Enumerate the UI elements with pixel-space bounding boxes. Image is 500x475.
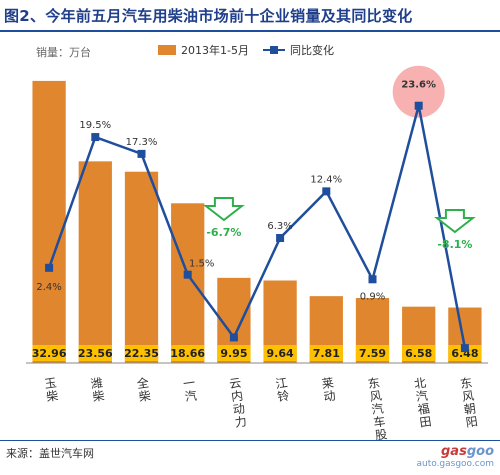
change-point-2: [137, 149, 146, 158]
change-label-7: 0.9%: [360, 291, 385, 302]
category-label-6: 莱动: [319, 376, 337, 404]
change-label-0: 2.4%: [36, 282, 61, 293]
bar-value-box-3: [171, 345, 205, 361]
change-point-0: [45, 263, 54, 272]
bar-value-label-1: 23.56: [78, 347, 113, 360]
change-point-8: [414, 101, 423, 110]
category-label-3: 一汽: [181, 376, 198, 404]
legend-item-bar: 2013年1-5月: [158, 42, 249, 58]
bar-value-label-8: 6.58: [405, 347, 432, 360]
source-note: 来源：盖世汽车网: [6, 447, 94, 460]
max-change-highlight: [392, 65, 445, 118]
bar-value-box-9: [448, 345, 482, 361]
bar-0: [32, 80, 66, 363]
change-label-6: 12.4%: [310, 174, 342, 185]
bar-value-label-5: 9.64: [267, 347, 294, 360]
change-label-3: 1.5%: [189, 259, 214, 270]
change-point-3: [183, 270, 192, 279]
change-label-8: 23.6%: [401, 80, 436, 91]
change-point-1: [91, 133, 100, 142]
change-point-4: [229, 333, 238, 342]
bar-value-label-7: 7.59: [359, 347, 386, 360]
category-label-1: 潍柴: [88, 376, 106, 404]
bar-1: [78, 161, 112, 363]
bar-value-label-2: 22.35: [124, 347, 159, 360]
title-bar: 图2、今年前五月汽车用柴油市场前十企业销量及其同比变化: [0, 0, 500, 32]
category-label-8: 北汽福田: [412, 376, 433, 430]
category-label-2: 全柴: [134, 375, 152, 404]
bar-value-box-1: [78, 345, 112, 361]
gasgoo-logo: gasgoo auto.gasgoo.com: [416, 444, 494, 469]
category-label-4: 云内动力: [227, 376, 248, 429]
down-arrow-icon-9: [433, 209, 476, 234]
bar-3: [171, 203, 205, 363]
category-label-7: 东风汽车股份: [366, 376, 391, 440]
change-label-1: 19.5%: [79, 120, 111, 131]
bar-value-box-8: [402, 345, 436, 361]
bar-value-label-9: 6.48: [451, 347, 478, 360]
change-label-9: -8.1%: [437, 238, 472, 251]
bar-value-box-6: [309, 345, 343, 361]
logo-url: auto.gasgoo.com: [416, 459, 494, 469]
category-label-0: 玉柴: [42, 376, 59, 404]
legend-line-label: 同比变化: [289, 44, 334, 57]
bar-value-label-3: 18.66: [170, 347, 205, 360]
legend-line-swatch: [262, 45, 285, 55]
change-label-2: 17.3%: [126, 137, 158, 148]
change-line: [47, 105, 467, 349]
bar-2: [124, 171, 159, 363]
change-label-5: 6.3%: [267, 221, 292, 232]
change-point-7: [368, 275, 377, 284]
bar-value-box-5: [263, 345, 297, 361]
chart-svg: 32.96 23.56 22.35 18.66 9.95 9.64 7.81 7.59 6.58…: [26, 65, 488, 440]
bar-value-box-2: [124, 345, 159, 361]
logo-brand-suffix: goo: [466, 444, 494, 459]
unit-label: 销量：万台: [36, 46, 91, 59]
chart-title: 图2、今年前五月汽车用柴油市场前十企业销量及其同比变化: [4, 7, 413, 25]
logo-brand: gasgoo: [416, 444, 494, 459]
change-point-6: [322, 187, 331, 196]
bar-value-box-7: [355, 345, 390, 361]
bar-value-label-0: 32.96: [32, 347, 67, 360]
footer-divider: [0, 440, 500, 441]
logo-brand-prefix: gas: [441, 444, 467, 459]
down-arrow-icon-4: [202, 197, 245, 222]
change-label-4: -6.7%: [206, 226, 241, 239]
bar-value-box-0: [32, 345, 66, 361]
change-point-9: [460, 344, 469, 353]
legend: 2013年1-5月 同比变化: [158, 42, 348, 58]
bar-value-box-4: [217, 345, 251, 361]
legend-bar-label: 2013年1-5月: [181, 44, 249, 57]
category-label-9: 东风朝阳: [458, 376, 479, 430]
bar-value-label-4: 9.95: [220, 347, 247, 360]
category-label-5: 江铃: [273, 376, 291, 404]
legend-item-line: 同比变化: [262, 42, 334, 58]
change-point-5: [276, 234, 285, 242]
legend-bar-swatch: [158, 45, 176, 55]
bar-value-label-6: 7.81: [313, 347, 340, 360]
